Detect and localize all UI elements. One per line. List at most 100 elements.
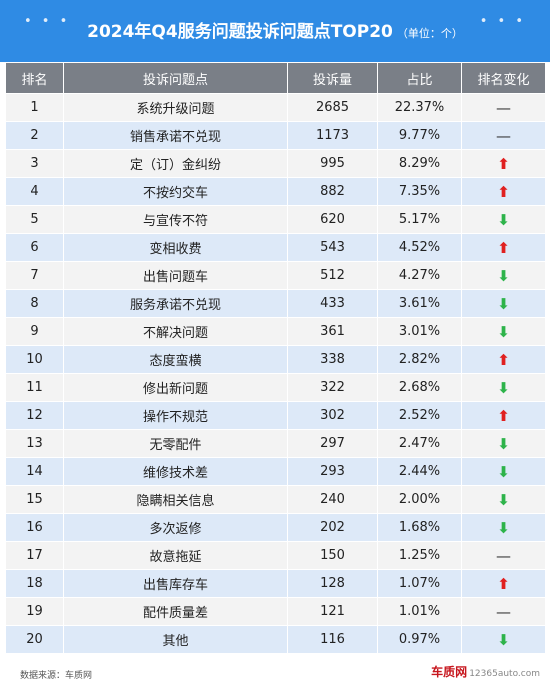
- table-row: 7 出售问题车 512 4.27% ⬇: [5, 261, 546, 290]
- col-header-change: 排名变化: [461, 62, 546, 94]
- share-cell: 3.01%: [377, 317, 462, 346]
- rank-cell: 7: [5, 261, 64, 290]
- rank-cell: 1: [5, 93, 64, 122]
- share-cell: 8.29%: [377, 149, 462, 178]
- rank-cell: 2: [5, 121, 64, 150]
- issue-cell: 服务承诺不兑现: [63, 289, 288, 318]
- count-cell: 121: [287, 597, 378, 626]
- change-cell: ⬆: [461, 177, 546, 206]
- change-cell: ⬆: [461, 401, 546, 430]
- table-row: 17 故意拖延 150 1.25% —: [5, 541, 546, 570]
- rank-cell: 18: [5, 569, 64, 598]
- change-cell: —: [461, 541, 546, 570]
- arrow-up-icon: ⬆: [497, 238, 510, 257]
- count-cell: 882: [287, 177, 378, 206]
- col-header-share: 占比: [377, 62, 462, 94]
- rank-cell: 14: [5, 457, 64, 486]
- change-cell: —: [461, 93, 546, 122]
- arrow-down-icon: ⬇: [497, 490, 510, 509]
- share-cell: 2.00%: [377, 485, 462, 514]
- issue-cell: 其他: [63, 625, 288, 654]
- table-row: 13 无零配件 297 2.47% ⬇: [5, 429, 546, 458]
- count-cell: 361: [287, 317, 378, 346]
- rank-cell: 9: [5, 317, 64, 346]
- count-cell: 543: [287, 233, 378, 262]
- change-cell: ⬇: [461, 429, 546, 458]
- change-cell: ⬇: [461, 289, 546, 318]
- count-cell: 338: [287, 345, 378, 374]
- col-header-count: 投诉量: [287, 62, 378, 94]
- change-cell: ⬇: [461, 317, 546, 346]
- share-cell: 1.68%: [377, 513, 462, 542]
- share-cell: 9.77%: [377, 121, 462, 150]
- issue-cell: 定（订）金纠纷: [63, 149, 288, 178]
- issue-cell: 多次返修: [63, 513, 288, 542]
- change-cell: ⬆: [461, 149, 546, 178]
- count-cell: 2685: [287, 93, 378, 122]
- col-header-issue: 投诉问题点: [63, 62, 288, 94]
- issue-cell: 出售库存车: [63, 569, 288, 598]
- arrow-down-icon: ⬇: [497, 266, 510, 285]
- share-cell: 1.07%: [377, 569, 462, 598]
- change-cell: ⬇: [461, 625, 546, 654]
- table-header-row: 排名 投诉问题点 投诉量 占比 排名变化: [5, 62, 546, 94]
- count-cell: 995: [287, 149, 378, 178]
- issue-cell: 维修技术差: [63, 457, 288, 486]
- rank-cell: 11: [5, 373, 64, 402]
- change-cell: —: [461, 121, 546, 150]
- col-header-rank: 排名: [5, 62, 64, 94]
- change-cell: ⬆: [461, 345, 546, 374]
- table-row: 16 多次返修 202 1.68% ⬇: [5, 513, 546, 542]
- logo-text: 车质网: [431, 665, 468, 679]
- count-cell: 128: [287, 569, 378, 598]
- share-cell: 2.47%: [377, 429, 462, 458]
- count-cell: 620: [287, 205, 378, 234]
- table-row: 10 态度蛮横 338 2.82% ⬆: [5, 345, 546, 374]
- change-cell: ⬇: [461, 485, 546, 514]
- share-cell: 5.17%: [377, 205, 462, 234]
- rank-cell: 13: [5, 429, 64, 458]
- arrow-up-icon: ⬆: [497, 182, 510, 201]
- issue-cell: 无零配件: [63, 429, 288, 458]
- arrow-down-icon: ⬇: [497, 294, 510, 313]
- complaint-ranking-table: 排名 投诉问题点 投诉量 占比 排名变化 1 系统升级问题 2685 22.37% —2…: [5, 62, 546, 654]
- table-row: 14 维修技术差 293 2.44% ⬇: [5, 457, 546, 486]
- arrow-down-icon: ⬇: [497, 434, 510, 453]
- issue-cell: 销售承诺不兑现: [63, 121, 288, 150]
- table-row: 6 变相收费 543 4.52% ⬆: [5, 233, 546, 262]
- count-cell: 293: [287, 457, 378, 486]
- table-row: 2 销售承诺不兑现 1173 9.77% —: [5, 121, 546, 150]
- arrow-down-icon: ⬇: [497, 210, 510, 229]
- count-cell: 297: [287, 429, 378, 458]
- rank-cell: 6: [5, 233, 64, 262]
- count-cell: 433: [287, 289, 378, 318]
- brand-logo: 车质网 12365auto.com: [431, 663, 540, 680]
- rank-cell: 10: [5, 345, 64, 374]
- issue-cell: 隐瞒相关信息: [63, 485, 288, 514]
- rank-cell: 17: [5, 541, 64, 570]
- share-cell: 1.25%: [377, 541, 462, 570]
- count-cell: 1173: [287, 121, 378, 150]
- data-source: 数据来源：车质网: [20, 671, 93, 681]
- issue-cell: 操作不规范: [63, 401, 288, 430]
- change-cell: ⬆: [461, 233, 546, 262]
- arrow-up-icon: ⬆: [497, 574, 510, 593]
- arrow-down-icon: ⬇: [497, 518, 510, 537]
- table-row: 11 修出新问题 322 2.68% ⬇: [5, 373, 546, 402]
- rank-cell: 4: [5, 177, 64, 206]
- issue-cell: 故意拖延: [63, 541, 288, 570]
- arrow-down-icon: ⬇: [497, 630, 510, 649]
- share-cell: 2.44%: [377, 457, 462, 486]
- count-cell: 202: [287, 513, 378, 542]
- change-cell: ⬆: [461, 569, 546, 598]
- change-cell: ⬇: [461, 457, 546, 486]
- share-cell: 3.61%: [377, 289, 462, 318]
- arrow-down-icon: ⬇: [497, 378, 510, 397]
- rank-cell: 5: [5, 205, 64, 234]
- dash-icon: —: [496, 98, 511, 117]
- page-title: 2024年Q4服务问题投诉问题点TOP20 （单位：个）: [0, 17, 550, 42]
- table-row: 9 不解决问题 361 3.01% ⬇: [5, 317, 546, 346]
- issue-cell: 与宣传不符: [63, 205, 288, 234]
- table-row: 12 操作不规范 302 2.52% ⬆: [5, 401, 546, 430]
- rank-cell: 19: [5, 597, 64, 626]
